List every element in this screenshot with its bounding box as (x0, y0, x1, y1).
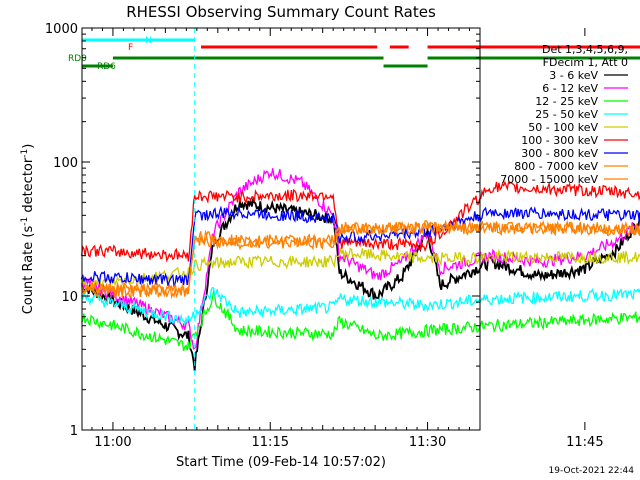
flag-label-rd0: RD0 (68, 54, 87, 64)
series-line-12-25kev (80, 290, 640, 352)
y-tick-label-1000: 1000 (45, 22, 78, 37)
x-tick-label-1: 11:15 (252, 435, 289, 450)
legend-label-8: 7000 - 15000 keV (500, 173, 598, 186)
series-line-7000-15000kev (80, 220, 640, 300)
legend-header-2: FDecim 1, Att 0 (543, 56, 628, 69)
series-line-3-6kev (81, 196, 640, 372)
flag-label-n: N (145, 36, 152, 46)
legend-label-2: 12 - 25 keV (535, 95, 598, 108)
series-line-6-12kev (80, 168, 640, 350)
legend: Det 1,3,4,5,6,9, FDecim 1, Att 0 3 - 6 k… (500, 43, 628, 186)
legend-label-0: 3 - 6 keV (549, 69, 598, 82)
legend-label-3: 25 - 50 keV (535, 108, 598, 121)
series-line-50-100kev (80, 247, 640, 291)
y-tick-label-100: 100 (53, 156, 78, 171)
x-tick-label-0: 11:00 (94, 435, 131, 450)
y-tick-label-1: 1 (70, 424, 78, 439)
x-axis-label: Start Time (09-Feb-14 10:57:02) (176, 455, 386, 470)
legend-label-6: 300 - 800 keV (521, 147, 598, 160)
y-axis-label: Count Rate (s-1 detector-1) (20, 144, 36, 315)
flag-bars: N F RD0 RD6 (68, 36, 640, 72)
series-lines (80, 168, 640, 372)
x-tick-label-2: 11:30 (409, 435, 446, 450)
legend-label-5: 100 - 300 keV (521, 134, 598, 147)
legend-header-1: Det 1,3,4,5,6,9, (542, 43, 628, 56)
y-axis: 1 10 100 1000 (45, 22, 480, 439)
series-line-300-800kev (80, 205, 640, 288)
y-tick-label-10: 10 (61, 290, 78, 305)
chart-title: RHESSI Observing Summary Count Rates (126, 3, 436, 21)
legend-label-7: 800 - 7000 keV (514, 160, 598, 173)
flag-label-rd6: RD6 (97, 62, 116, 72)
time-markers (194, 28, 196, 430)
flag-label-f: F (128, 43, 133, 53)
legend-label-1: 6 - 12 keV (542, 82, 598, 95)
legend-label-4: 50 - 100 keV (528, 121, 598, 134)
series-line-100-300kev (80, 180, 640, 263)
x-tick-label-3: 11:45 (566, 435, 603, 450)
series-line-25-50kev (80, 286, 640, 326)
timestamp: 19-Oct-2021 22:44 (548, 466, 634, 476)
